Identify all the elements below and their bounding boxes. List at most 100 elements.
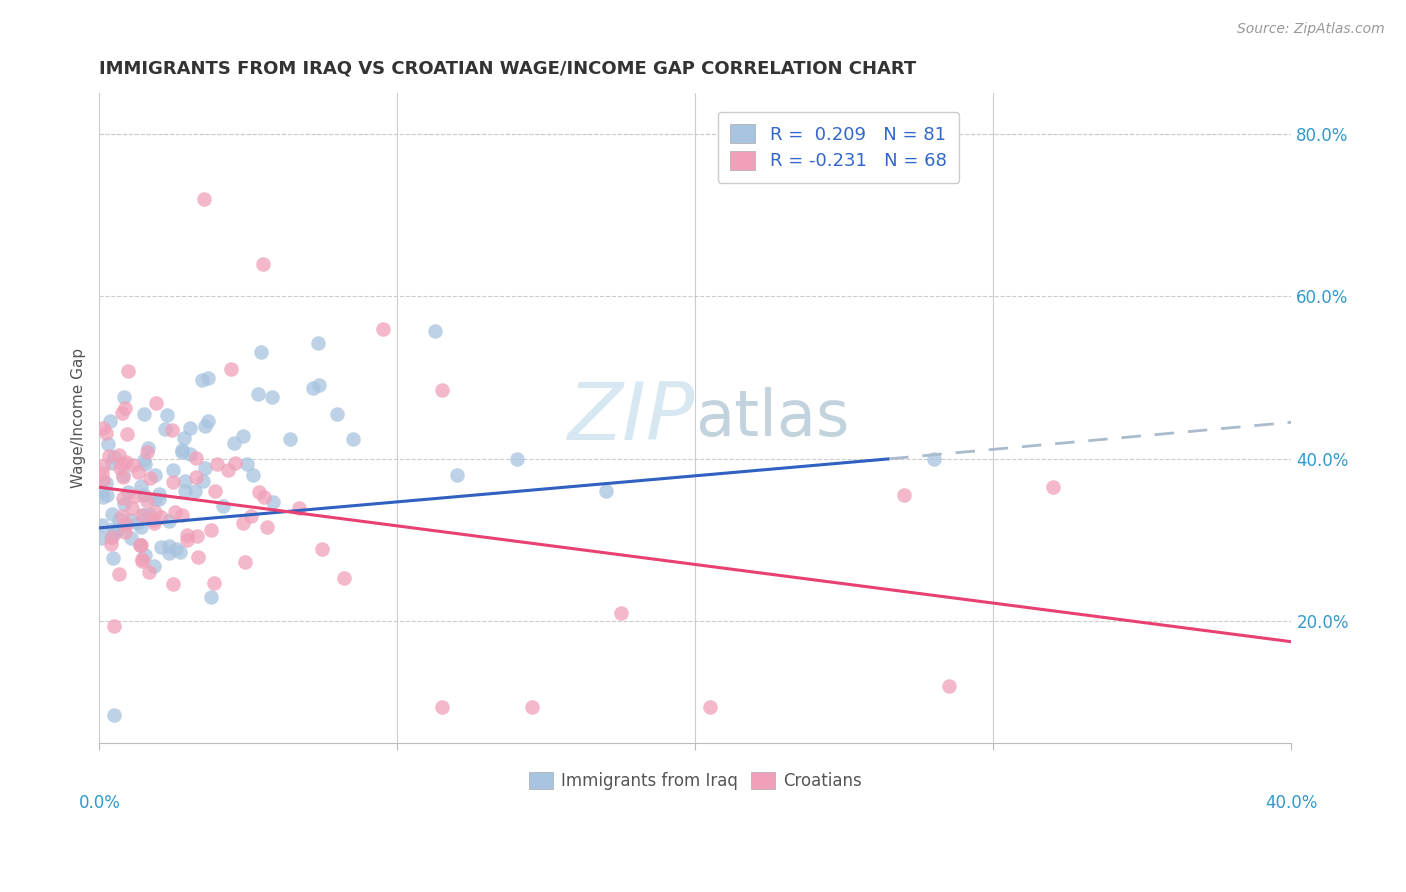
Point xyxy=(311,542,333,557)
Point xyxy=(232,429,254,443)
Point xyxy=(91,420,114,434)
Point xyxy=(278,432,301,446)
Point xyxy=(308,378,330,392)
Text: 0.0%: 0.0% xyxy=(79,794,121,812)
Point xyxy=(134,488,156,502)
Point xyxy=(224,456,246,470)
Point xyxy=(114,517,136,532)
Point xyxy=(128,538,150,552)
Point xyxy=(174,474,197,488)
Point xyxy=(193,192,215,206)
Point xyxy=(114,455,136,469)
Point xyxy=(100,537,122,551)
Point xyxy=(217,463,239,477)
Point xyxy=(150,540,173,554)
Point xyxy=(136,494,159,508)
Point xyxy=(111,491,134,505)
Text: atlas: atlas xyxy=(696,387,849,450)
Point xyxy=(176,527,198,541)
Point xyxy=(129,519,152,533)
Point xyxy=(91,458,114,473)
Point xyxy=(288,500,311,515)
Point xyxy=(115,427,138,442)
Point xyxy=(117,484,139,499)
Point xyxy=(207,457,229,471)
Point xyxy=(520,699,543,714)
Point xyxy=(103,707,125,722)
Point xyxy=(186,528,208,542)
Point xyxy=(1042,480,1064,494)
Point xyxy=(169,545,191,559)
Point xyxy=(124,489,146,503)
Point xyxy=(105,525,128,540)
Point xyxy=(430,383,453,397)
Point xyxy=(242,468,264,483)
Point xyxy=(595,484,617,499)
Point xyxy=(104,523,127,537)
Point xyxy=(142,513,165,527)
Point xyxy=(204,484,226,499)
Point xyxy=(94,475,117,490)
Point xyxy=(143,491,166,506)
Point xyxy=(186,469,208,483)
Point xyxy=(117,364,139,378)
Point xyxy=(202,576,225,591)
Point xyxy=(138,441,160,455)
Point xyxy=(176,533,198,548)
Point xyxy=(100,530,122,544)
Point xyxy=(100,530,122,544)
Point xyxy=(148,487,170,501)
Point xyxy=(162,475,184,489)
Point xyxy=(108,448,131,462)
Point xyxy=(165,542,187,557)
Point xyxy=(134,508,156,522)
Point xyxy=(138,507,160,521)
Point xyxy=(112,390,135,404)
Point xyxy=(96,487,118,501)
Point xyxy=(98,449,121,463)
Point xyxy=(91,517,114,532)
Point xyxy=(224,436,246,450)
Point xyxy=(143,505,166,519)
Point xyxy=(101,522,124,536)
Point xyxy=(111,456,134,470)
Point xyxy=(173,431,195,445)
Point xyxy=(111,467,134,482)
Point xyxy=(112,497,135,511)
Point xyxy=(132,453,155,467)
Point xyxy=(129,478,152,492)
Point xyxy=(179,421,201,435)
Point xyxy=(170,443,193,458)
Point xyxy=(163,505,186,519)
Point xyxy=(120,513,142,527)
Point xyxy=(149,510,172,524)
Point xyxy=(342,432,364,446)
Point xyxy=(136,445,159,459)
Point xyxy=(505,451,527,466)
Point xyxy=(132,407,155,421)
Point xyxy=(232,516,254,531)
Point xyxy=(157,539,180,553)
Point xyxy=(160,423,183,437)
Point xyxy=(97,437,120,451)
Point xyxy=(200,523,222,537)
Point xyxy=(430,699,453,714)
Point xyxy=(143,516,166,530)
Point xyxy=(938,680,960,694)
Point xyxy=(610,607,633,621)
Point xyxy=(197,415,219,429)
Point xyxy=(103,450,125,464)
Point xyxy=(131,552,153,566)
Point xyxy=(191,373,214,387)
Point xyxy=(108,511,131,525)
Point xyxy=(194,418,217,433)
Point xyxy=(98,414,121,428)
Point xyxy=(922,451,945,466)
Point xyxy=(131,554,153,568)
Point xyxy=(191,474,214,488)
Point xyxy=(236,457,259,471)
Point xyxy=(108,461,131,475)
Point xyxy=(91,491,114,505)
Point xyxy=(128,538,150,552)
Point xyxy=(301,381,323,395)
